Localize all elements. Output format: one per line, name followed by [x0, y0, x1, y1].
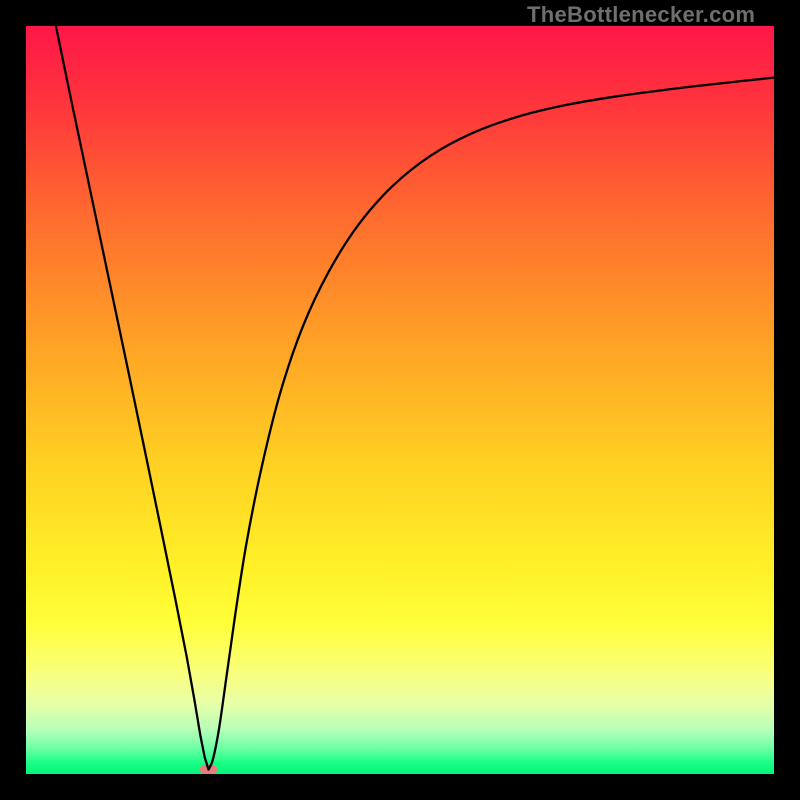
chart-container: TheBottlenecker.com — [0, 0, 800, 800]
plot-svg — [26, 26, 774, 774]
plot-area — [26, 26, 774, 774]
watermark-text: TheBottlenecker.com — [527, 2, 755, 28]
gradient-background — [26, 26, 774, 774]
